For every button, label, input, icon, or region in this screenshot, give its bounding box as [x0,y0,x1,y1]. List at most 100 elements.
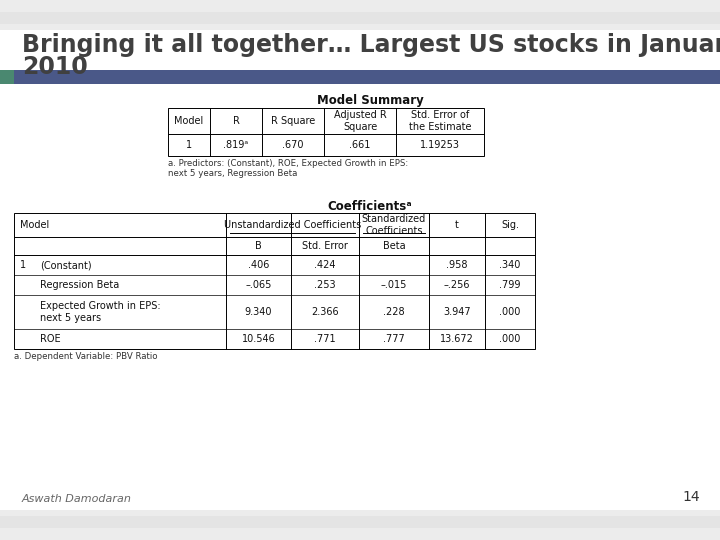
Text: Std. Error: Std. Error [302,241,348,251]
Text: –.065: –.065 [246,280,271,290]
Text: Beta: Beta [383,241,405,251]
Text: Std. Error of
the Estimate: Std. Error of the Estimate [409,110,472,132]
Bar [0,396,720,408]
Text: Standardized
Coefficients: Standardized Coefficients [362,214,426,236]
Text: 1.19253: 1.19253 [420,140,460,150]
Text: 3.947: 3.947 [444,307,471,317]
Text: .000: .000 [499,334,521,344]
Text: Bringing it all together… Largest US stocks in January: Bringing it all together… Largest US sto… [22,33,720,57]
Text: 2010: 2010 [22,55,88,79]
Text: Model Summary: Model Summary [317,94,423,107]
Bar [0,456,720,468]
Text: 1: 1 [186,140,192,150]
Bar [0,336,720,348]
Text: .777: .777 [383,334,405,344]
Text: –.015: –.015 [381,280,408,290]
Bar [0,0,720,12]
Bar [0,84,720,96]
Bar [0,216,720,228]
Bar [0,96,720,108]
Text: Unstandardized Coefficients: Unstandardized Coefficients [224,220,361,230]
Text: 2.366: 2.366 [311,307,339,317]
Text: 10.546: 10.546 [242,334,275,344]
Bar [0,516,720,528]
Text: .000: .000 [499,307,521,317]
Bar [0,168,720,180]
Text: (Constant): (Constant) [40,260,91,270]
Text: t: t [455,220,459,230]
Text: .819ᵃ: .819ᵃ [223,140,248,150]
Text: Regression Beta: Regression Beta [40,280,120,290]
Text: Model: Model [174,116,204,126]
Bar [0,252,720,264]
Text: Coefficientsᵃ: Coefficientsᵃ [328,200,413,213]
Bar [0,480,720,492]
Text: –.256: –.256 [444,280,470,290]
Text: a. Dependent Variable: PBV Ratio: a. Dependent Variable: PBV Ratio [14,352,158,361]
Bar [0,468,720,480]
Text: 1: 1 [20,260,26,270]
Bar [0,444,720,456]
Text: .340: .340 [499,260,521,270]
Bar [0,504,720,516]
Bar [0,60,720,72]
Text: 9.340: 9.340 [245,307,272,317]
Bar [0,72,720,84]
Text: 13.672: 13.672 [440,334,474,344]
Text: .670: .670 [282,140,304,150]
Bar [0,420,720,432]
Bar [0,432,720,444]
Bar [0,372,720,384]
Bar [0,192,720,204]
Text: a. Predictors: (Constant), ROE, Expected Growth in EPS:
next 5 years, Regression: a. Predictors: (Constant), ROE, Expected… [168,159,408,178]
Bar [0,288,720,300]
Bar [0,36,720,48]
Text: Adjusted R
Square: Adjusted R Square [333,110,387,132]
Text: R: R [233,116,240,126]
Bar [0,156,720,168]
Text: .424: .424 [314,260,336,270]
Text: Model: Model [20,220,49,230]
Text: Aswath Damodaran: Aswath Damodaran [22,494,132,504]
Text: .228: .228 [383,307,405,317]
Bar [0,492,720,504]
Bar [0,384,720,396]
Bar [168,108,484,156]
Bar [0,360,720,372]
Bar [0,30,720,510]
Text: .253: .253 [314,280,336,290]
Bar [0,180,720,192]
Bar [0,528,720,540]
Bar [0,408,720,420]
Text: .661: .661 [349,140,371,150]
Bar [0,324,720,336]
Text: Expected Growth in EPS:
next 5 years: Expected Growth in EPS: next 5 years [40,301,161,323]
Bar [0,70,14,84]
Bar [0,108,720,120]
Bar [0,120,720,132]
Bar [0,264,720,276]
Text: .771: .771 [314,334,336,344]
Text: B: B [255,241,262,251]
Text: ROE: ROE [40,334,60,344]
Bar [0,228,720,240]
Bar [0,70,720,84]
Bar [0,312,720,324]
Bar [0,276,720,288]
Text: .406: .406 [248,260,269,270]
Text: .799: .799 [499,280,521,290]
Bar [0,24,720,36]
Bar [0,48,720,60]
Bar [0,132,720,144]
Text: R Square: R Square [271,116,315,126]
Bar [0,300,720,312]
Text: Sig.: Sig. [501,220,519,230]
Bar [0,348,720,360]
Bar [0,204,720,216]
Bar [0,144,720,156]
Text: .958: .958 [446,260,468,270]
Text: 14: 14 [683,490,700,504]
Bar [14,213,535,349]
Bar [0,240,720,252]
Bar [0,12,720,24]
